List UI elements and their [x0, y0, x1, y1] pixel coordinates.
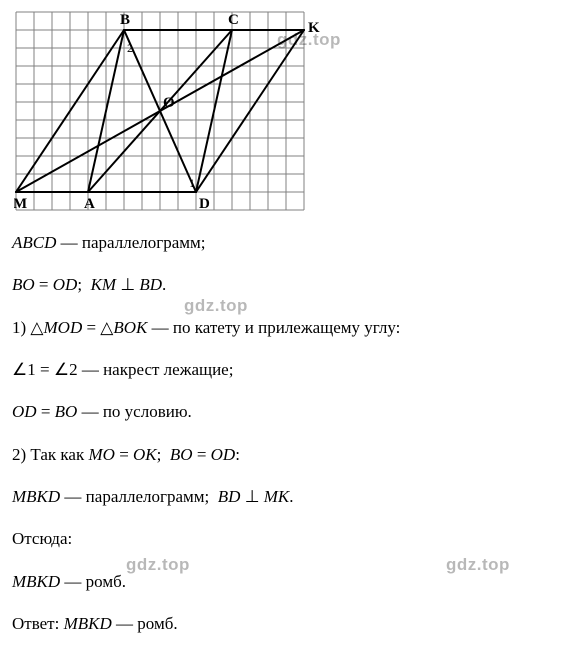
geometry-diagram: MADBCKO21 — [14, 10, 314, 210]
svg-text:B: B — [120, 12, 130, 28]
solution-line-5: OD = BO — по условию. — [12, 399, 569, 425]
solution-line-3: 1) △MOD = △BOK — по катету и прилежащему… — [12, 315, 569, 341]
solution-line-8: Отсюда: — [12, 526, 569, 552]
solution-line-9: MBKD — ромб. — [12, 569, 569, 595]
solution-line-4: ∠1 = ∠2 — накрест лежащие; — [12, 357, 569, 383]
diagram-svg: M A D B C K O 2 1 — [14, 10, 322, 228]
svg-text:D: D — [199, 196, 210, 212]
svg-text:M: M — [14, 196, 27, 212]
svg-text:A: A — [84, 196, 95, 212]
svg-text:K: K — [308, 20, 320, 36]
svg-text:2: 2 — [127, 41, 133, 55]
svg-text:1: 1 — [189, 176, 195, 190]
svg-text:O: O — [163, 95, 175, 111]
svg-text:C: C — [228, 12, 239, 28]
solution-line-7: MBKD — параллелограмм; BD ⊥ MK. — [12, 484, 569, 510]
solution-text: ABCD — параллелограмм; BO = OD; KM ⊥ BD. 1… — [12, 230, 569, 637]
solution-line-10: Ответ: MBKD — ромб. — [12, 611, 569, 637]
solution-line-6: 2) Так как MO = OK; BO = OD: — [12, 442, 569, 468]
solution-line-2: BO = OD; KM ⊥ BD. — [12, 272, 569, 298]
solution-line-1: ABCD — параллелограмм; — [12, 230, 569, 256]
